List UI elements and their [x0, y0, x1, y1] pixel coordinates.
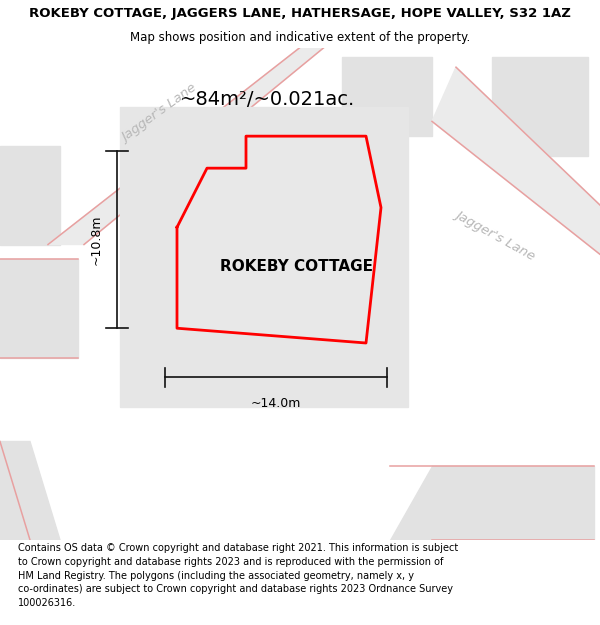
- Text: Jagger's Lane: Jagger's Lane: [453, 208, 537, 262]
- Text: ROKEBY COTTAGE: ROKEBY COTTAGE: [221, 259, 373, 274]
- Text: ROKEBY COTTAGE, JAGGERS LANE, HATHERSAGE, HOPE VALLEY, S32 1AZ: ROKEBY COTTAGE, JAGGERS LANE, HATHERSAGE…: [29, 7, 571, 20]
- Polygon shape: [48, 48, 324, 244]
- Text: ~14.0m: ~14.0m: [251, 397, 301, 410]
- Polygon shape: [120, 107, 408, 407]
- Text: ~10.8m: ~10.8m: [89, 214, 103, 265]
- Text: Contains OS data © Crown copyright and database right 2021. This information is : Contains OS data © Crown copyright and d…: [18, 543, 458, 608]
- Polygon shape: [390, 466, 594, 540]
- Text: Jagger's Lane: Jagger's Lane: [119, 82, 199, 146]
- Polygon shape: [0, 146, 60, 244]
- Polygon shape: [432, 68, 600, 254]
- Polygon shape: [0, 441, 60, 540]
- Polygon shape: [177, 136, 381, 343]
- Polygon shape: [0, 259, 78, 358]
- Text: Map shows position and indicative extent of the property.: Map shows position and indicative extent…: [130, 31, 470, 44]
- Polygon shape: [492, 58, 588, 156]
- Polygon shape: [342, 58, 432, 136]
- Text: ~84m²/~0.021ac.: ~84m²/~0.021ac.: [180, 90, 355, 109]
